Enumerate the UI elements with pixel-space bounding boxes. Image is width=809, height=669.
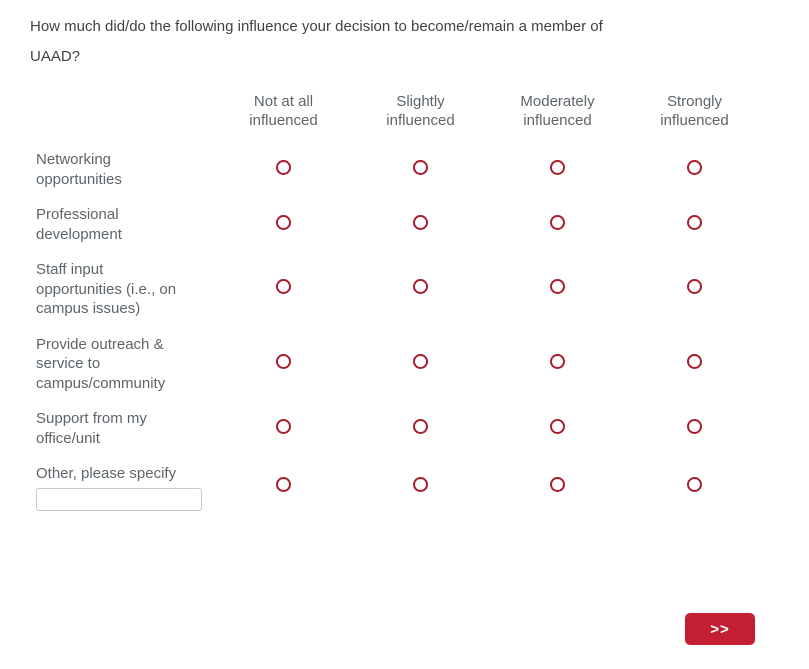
radio-cell [215, 327, 352, 402]
radio-r4-c2[interactable] [413, 353, 428, 369]
radio-r3-c3[interactable] [550, 279, 565, 295]
column-header: Moderately influenced [520, 93, 595, 129]
next-button[interactable]: >> [685, 613, 755, 645]
radio-r5-c1[interactable] [276, 418, 291, 434]
matrix-table: Not at all influenced Slightly influenced… [30, 82, 763, 519]
radio-cell [626, 401, 763, 456]
matrix-row: Professional development [30, 197, 763, 252]
radio-r1-c2[interactable] [413, 159, 428, 175]
row-label: Professional development [36, 206, 122, 243]
radio-r1-c1[interactable] [276, 159, 291, 175]
radio-cell [215, 252, 352, 327]
column-header: Not at all influenced [249, 93, 318, 129]
radio-cell [352, 401, 489, 456]
matrix-row: Networking opportunities [30, 142, 763, 197]
radio-r4-c4[interactable] [687, 353, 702, 369]
other-text-input[interactable] [36, 487, 202, 511]
radio-cell [626, 327, 763, 402]
radio-cell [489, 252, 626, 327]
radio-r6-c2[interactable] [413, 477, 428, 493]
radio-r1-c3[interactable] [550, 159, 565, 175]
radio-cell [489, 456, 626, 519]
matrix-row: Provide outreach & service to campus/com… [30, 327, 763, 402]
matrix-row: Other, please specify [30, 456, 763, 519]
row-label-cell: Staff input opportunities (i.e., on camp… [30, 252, 215, 327]
radio-r2-c1[interactable] [276, 214, 291, 230]
radio-r1-c4[interactable] [687, 159, 702, 175]
radio-cell [626, 142, 763, 197]
radio-cell [352, 142, 489, 197]
row-label: Provide outreach & service to campus/com… [36, 335, 166, 392]
radio-cell [215, 456, 352, 519]
matrix-row: Support from my office/unit [30, 401, 763, 456]
radio-cell [489, 401, 626, 456]
radio-r2-c2[interactable] [413, 214, 428, 230]
column-header: Slightly influenced [386, 93, 455, 129]
radio-r3-c2[interactable] [413, 279, 428, 295]
radio-cell [352, 197, 489, 252]
radio-r2-c4[interactable] [687, 214, 702, 230]
radio-r4-c1[interactable] [276, 353, 291, 369]
radio-cell [626, 456, 763, 519]
radio-r5-c4[interactable] [687, 418, 702, 434]
radio-cell [352, 456, 489, 519]
row-label: Networking opportunities [36, 151, 122, 188]
radio-r2-c3[interactable] [550, 214, 565, 230]
radio-r5-c2[interactable] [413, 418, 428, 434]
radio-cell [352, 252, 489, 327]
row-label: Support from my office/unit [36, 410, 147, 447]
radio-cell [215, 142, 352, 197]
radio-r3-c4[interactable] [687, 279, 702, 295]
radio-cell [626, 252, 763, 327]
radio-cell [215, 401, 352, 456]
row-label-cell: Other, please specify [30, 456, 215, 519]
survey-page: How much did/do the following influence … [30, 18, 763, 519]
question-text: How much did/do the following influence … [30, 18, 603, 65]
radio-cell [489, 327, 626, 402]
matrix-row: Staff input opportunities (i.e., on camp… [30, 252, 763, 327]
row-label: Other, please specify [36, 465, 177, 482]
row-label: Staff input opportunities (i.e., on camp… [36, 261, 177, 317]
radio-cell [215, 197, 352, 252]
radio-cell [352, 327, 489, 402]
row-label-cell: Professional development [30, 197, 215, 252]
radio-r3-c1[interactable] [276, 279, 291, 295]
radio-cell [626, 197, 763, 252]
row-label-cell: Provide outreach & service to campus/com… [30, 327, 215, 402]
radio-r4-c3[interactable] [550, 353, 565, 369]
radio-r5-c3[interactable] [550, 418, 565, 434]
row-label-cell: Support from my office/unit [30, 401, 215, 456]
matrix-corner-cell [30, 82, 215, 142]
matrix-header-row: Not at all influenced Slightly influenced… [30, 82, 763, 142]
column-header: Strongly influenced [660, 93, 729, 129]
row-label-cell: Networking opportunities [30, 142, 215, 197]
radio-r6-c1[interactable] [276, 477, 291, 493]
radio-r6-c4[interactable] [687, 477, 702, 493]
radio-cell [489, 142, 626, 197]
radio-r6-c3[interactable] [550, 477, 565, 493]
radio-cell [489, 197, 626, 252]
